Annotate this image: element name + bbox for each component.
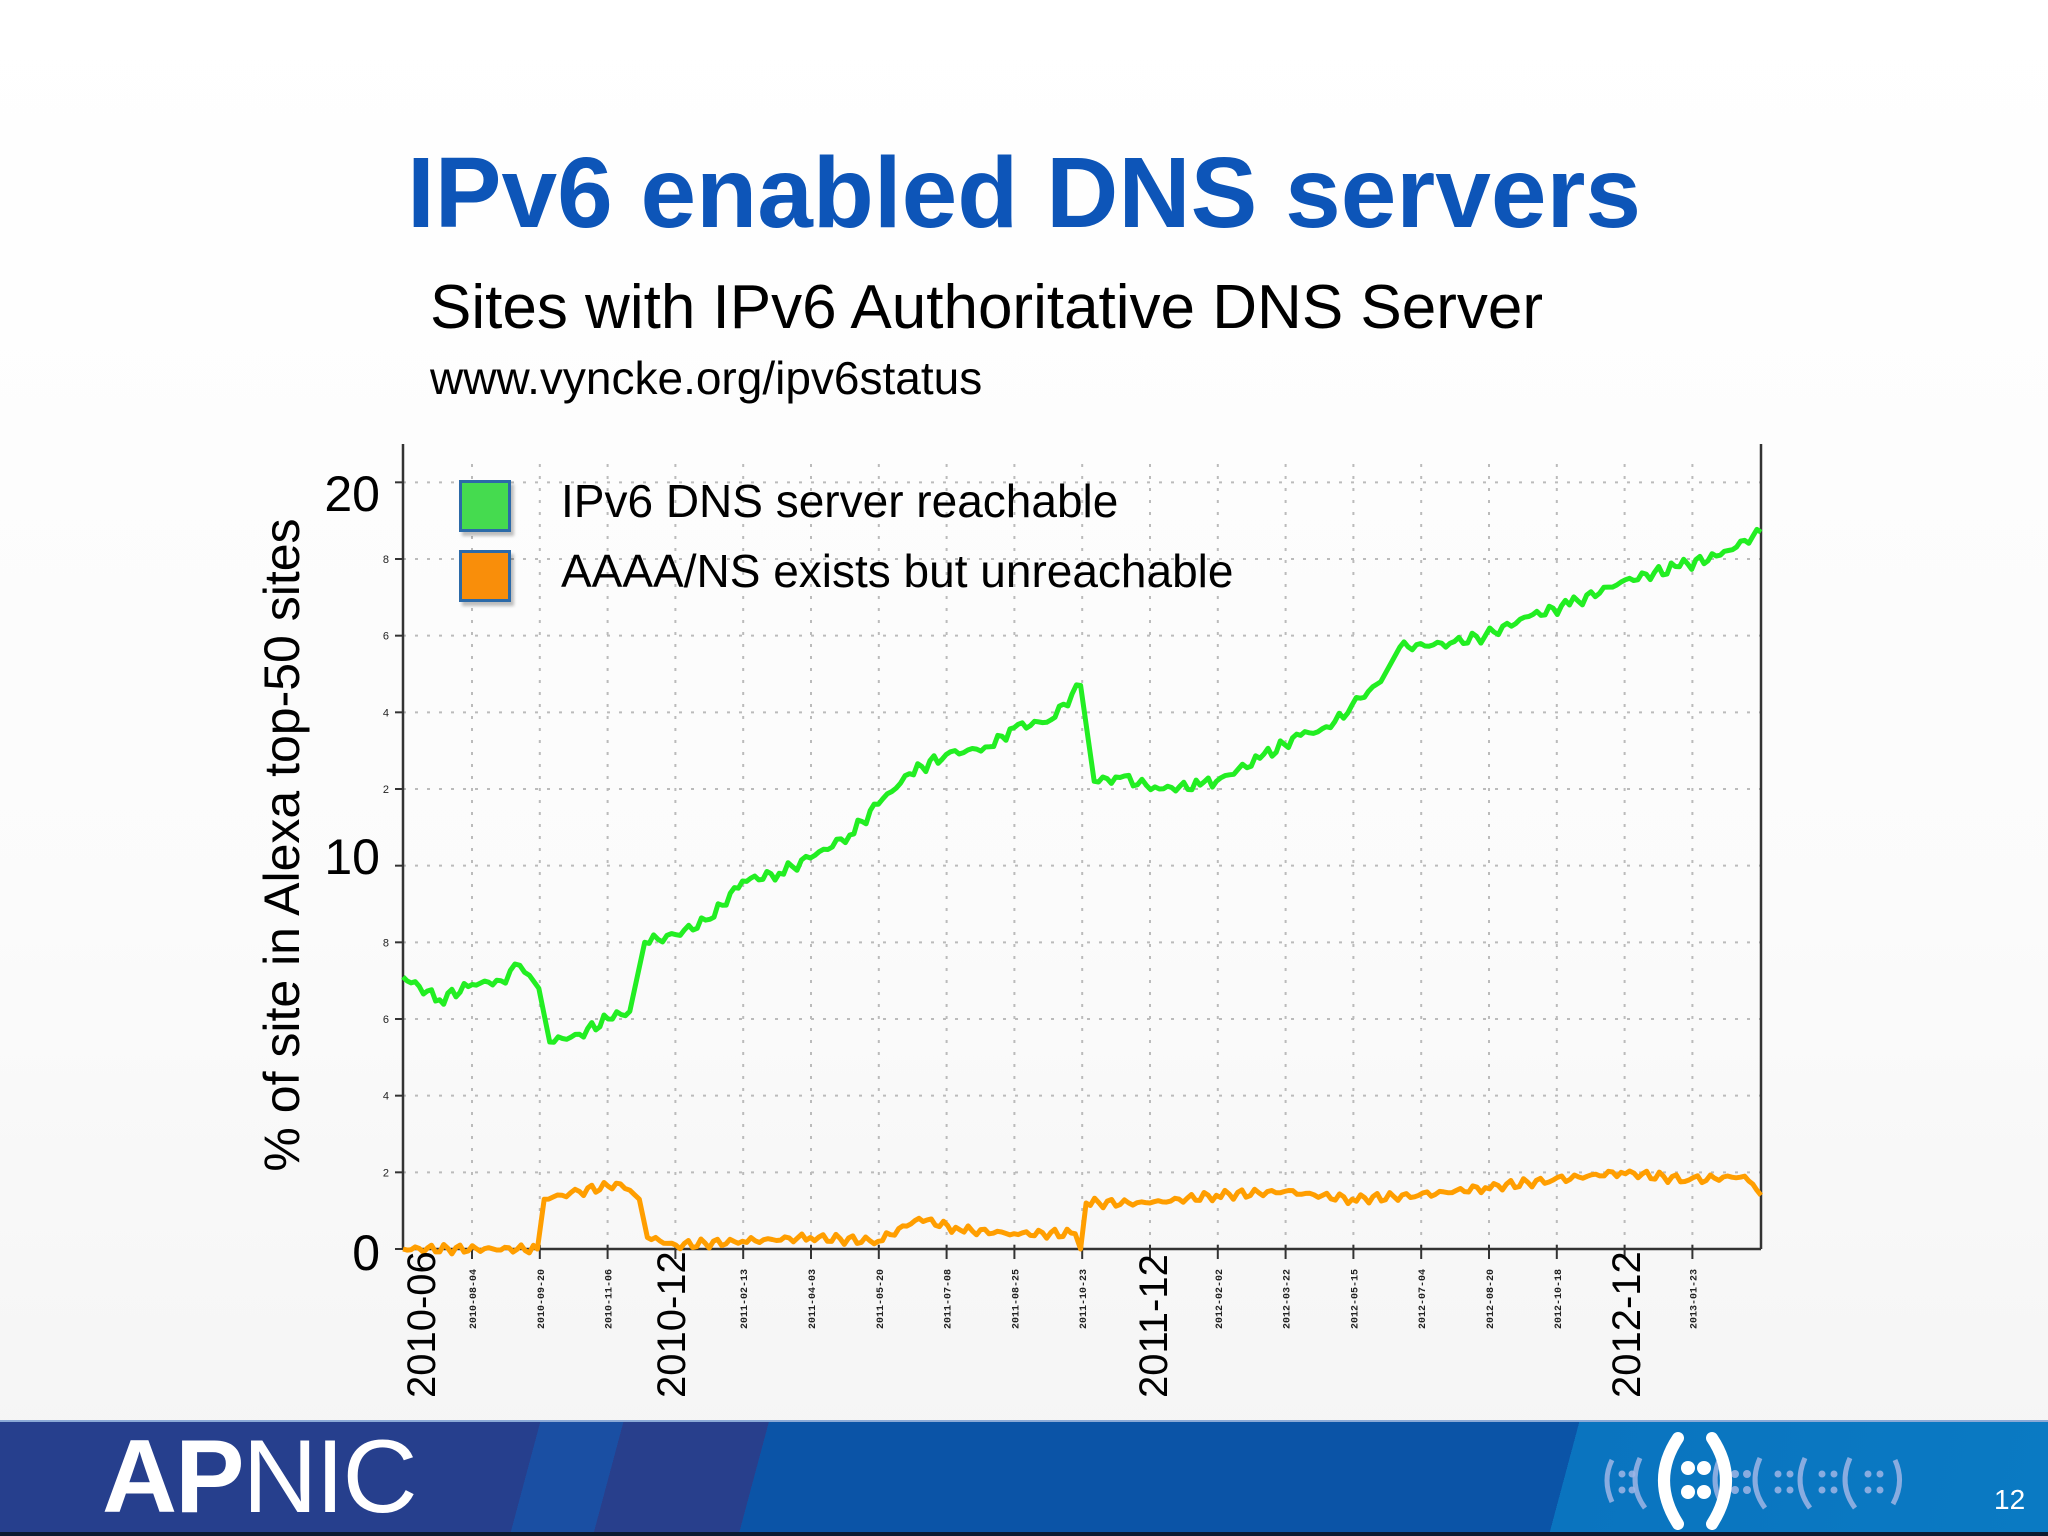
x-tick-label: 2012-05-15	[1350, 1269, 1361, 1329]
legend-swatch-orange-icon	[459, 550, 511, 602]
ipv6-double-colon-logo-icon	[1604, 1432, 1902, 1530]
chart-title: Sites with IPv6 Authoritative DNS Server	[430, 273, 1544, 342]
x-tick-label: 2012-10-18	[1554, 1269, 1565, 1329]
x-label-2012-12: 2012-12	[1605, 1251, 1649, 1398]
x-tick-label: 2010-11-06	[605, 1269, 616, 1329]
y-tick-label: 8	[383, 554, 389, 566]
x-tick-label: 2011-07-08	[944, 1269, 955, 1329]
chart-series	[401, 526, 1763, 1257]
y-tick-label: 2	[383, 784, 389, 796]
y-tick-label: 8	[383, 937, 389, 949]
legend-label: AAAA/NS exists but unreachable	[561, 545, 1234, 597]
footer-bottom-rule	[0, 1532, 2048, 1536]
x-label-2010-06: 2010-06	[400, 1251, 444, 1398]
y-label-0: 0	[352, 1225, 380, 1281]
x-tick-label: 2011-02-13	[740, 1269, 751, 1329]
x-tick-label: 2011-05-20	[876, 1269, 887, 1329]
x-tick-label: 2011-10-23	[1079, 1269, 1090, 1329]
apnic-logo-ap: AP	[102, 1419, 244, 1535]
legend-label: IPv6 DNS server reachable	[561, 475, 1119, 527]
series-line-unreachable	[402, 1168, 1763, 1257]
series-line-reachable	[401, 526, 1763, 1045]
x-tick-label: 2010-09-20	[537, 1269, 548, 1329]
chart-source-url: www.vyncke.org/ipv6status	[430, 352, 983, 404]
x-tick-label: 2012-02-02	[1215, 1269, 1226, 1329]
y-label-10: 10	[324, 829, 380, 885]
y-tick-label: 6	[383, 631, 389, 643]
x-tick-label: 2012-03-22	[1283, 1269, 1294, 1329]
x-tick-label: 2011-04-03	[808, 1269, 819, 1329]
legend-swatch-green-icon	[459, 480, 511, 532]
y-label-20: 20	[324, 466, 380, 522]
x-label-2011-12: 2011-12	[1132, 1254, 1176, 1398]
page-number: 12	[1994, 1484, 2026, 1515]
x-tick-label: 2013-01-23	[1689, 1269, 1700, 1329]
y-tick-label: 4	[383, 1091, 389, 1103]
x-tick-label: 2010-08-04	[469, 1269, 480, 1329]
x-tick-label: 2012-07-04	[1418, 1269, 1429, 1329]
x-tick-label: 2012-08-20	[1486, 1269, 1497, 1329]
x-tick-label: 2011-08-25	[1011, 1269, 1022, 1329]
y-tick-label: 4	[383, 707, 389, 719]
y-tick-label: 2	[383, 1167, 389, 1179]
apnic-logo-nic: NIC	[242, 1419, 417, 1535]
apnic-logo: APNIC	[102, 1425, 418, 1529]
x-label-2010-12: 2010-12	[650, 1251, 694, 1398]
slide-title: IPv6 enabled DNS servers	[407, 137, 1641, 249]
y-tick-label: 6	[383, 1014, 389, 1026]
